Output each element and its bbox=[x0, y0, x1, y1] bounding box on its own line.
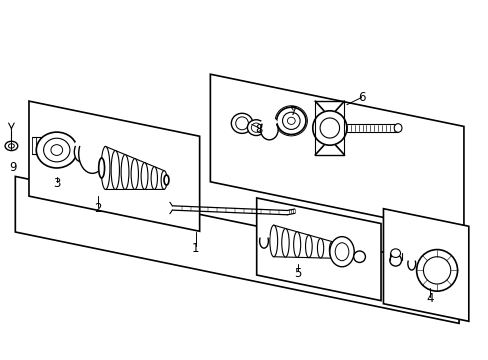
Ellipse shape bbox=[281, 229, 288, 257]
Ellipse shape bbox=[317, 238, 323, 258]
Ellipse shape bbox=[393, 124, 401, 132]
Text: 5: 5 bbox=[294, 267, 301, 280]
Text: 2: 2 bbox=[94, 202, 102, 215]
Ellipse shape bbox=[334, 243, 348, 261]
Text: 9: 9 bbox=[9, 161, 17, 174]
Ellipse shape bbox=[276, 107, 305, 134]
Ellipse shape bbox=[161, 171, 166, 189]
Ellipse shape bbox=[275, 106, 307, 136]
Ellipse shape bbox=[320, 118, 339, 138]
Polygon shape bbox=[15, 176, 458, 323]
Ellipse shape bbox=[79, 134, 106, 174]
Ellipse shape bbox=[293, 232, 300, 257]
Ellipse shape bbox=[51, 145, 62, 156]
Ellipse shape bbox=[416, 249, 457, 291]
Ellipse shape bbox=[329, 242, 334, 258]
Ellipse shape bbox=[36, 132, 77, 168]
Polygon shape bbox=[210, 74, 463, 234]
Ellipse shape bbox=[251, 123, 261, 132]
Ellipse shape bbox=[99, 158, 104, 178]
Ellipse shape bbox=[101, 147, 110, 189]
Ellipse shape bbox=[131, 158, 138, 189]
Ellipse shape bbox=[74, 142, 86, 162]
Ellipse shape bbox=[111, 150, 119, 189]
Ellipse shape bbox=[141, 163, 148, 189]
Ellipse shape bbox=[163, 175, 168, 185]
Ellipse shape bbox=[247, 120, 264, 135]
Ellipse shape bbox=[407, 257, 415, 270]
Ellipse shape bbox=[8, 144, 14, 148]
Text: 8: 8 bbox=[255, 123, 262, 136]
Ellipse shape bbox=[312, 111, 346, 145]
Text: 3: 3 bbox=[53, 177, 61, 190]
Text: 4: 4 bbox=[425, 292, 433, 305]
Ellipse shape bbox=[423, 257, 450, 284]
Ellipse shape bbox=[269, 225, 277, 257]
Ellipse shape bbox=[259, 234, 268, 248]
Ellipse shape bbox=[235, 117, 248, 130]
Ellipse shape bbox=[151, 167, 157, 189]
Polygon shape bbox=[29, 101, 199, 231]
Ellipse shape bbox=[390, 249, 400, 257]
Ellipse shape bbox=[260, 120, 278, 140]
Polygon shape bbox=[383, 209, 468, 321]
Ellipse shape bbox=[231, 113, 252, 134]
Text: 7: 7 bbox=[289, 105, 296, 118]
Ellipse shape bbox=[282, 112, 300, 130]
Text: 1: 1 bbox=[192, 242, 199, 255]
Ellipse shape bbox=[353, 251, 365, 262]
Ellipse shape bbox=[305, 235, 311, 258]
Ellipse shape bbox=[43, 138, 70, 162]
Ellipse shape bbox=[5, 141, 18, 150]
Text: 6: 6 bbox=[357, 91, 365, 104]
Ellipse shape bbox=[287, 117, 295, 125]
Ellipse shape bbox=[389, 255, 401, 266]
Ellipse shape bbox=[329, 237, 353, 267]
Polygon shape bbox=[256, 198, 380, 301]
Ellipse shape bbox=[121, 154, 129, 189]
